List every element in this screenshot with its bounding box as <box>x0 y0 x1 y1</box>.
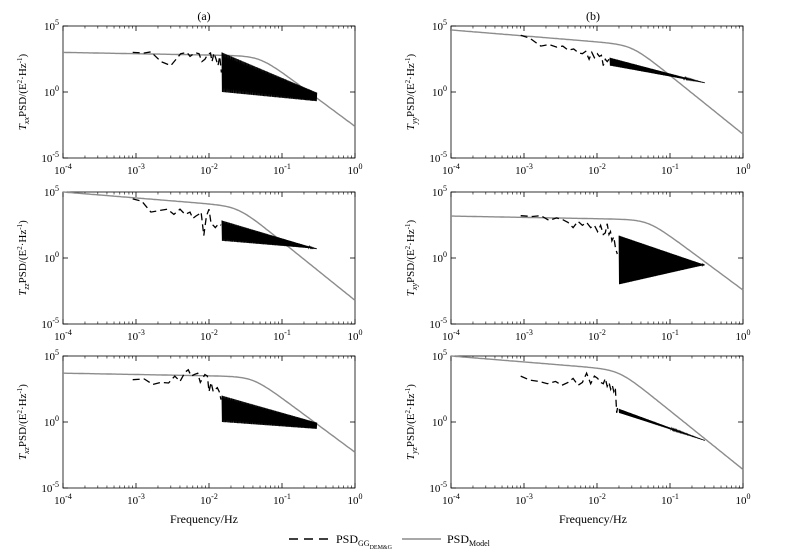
x-tick-label: 10-1 <box>661 162 679 177</box>
x-tick-label: 100 <box>736 328 751 343</box>
y-tick-label: 105 <box>432 184 447 199</box>
y-tick-label: 10-5 <box>41 316 59 331</box>
y-tick-label: 10-5 <box>429 150 447 165</box>
legend: PSDGGDEM&G PSDModel <box>289 532 491 551</box>
y-tick-label: 105 <box>44 184 59 199</box>
y-tick-label: 100 <box>432 414 447 429</box>
series-psd-gg-band <box>221 395 318 429</box>
column-label-a: (a) <box>197 9 210 23</box>
y-tick-label: 105 <box>44 18 59 33</box>
series-psd-gg-band <box>618 408 705 441</box>
x-tick-label: 10-1 <box>661 328 679 343</box>
series-psd-model <box>451 215 744 291</box>
series-psd-model <box>450 355 744 471</box>
x-tick-label: 10-3 <box>127 328 145 343</box>
x-tick-label: 10-1 <box>661 492 679 507</box>
panel-txy: 10-4 10-3 10-2 10-1 100 10-5 100 105 TxyPSD/(E2·… <box>404 184 751 343</box>
series-psd-gg-dashed <box>520 34 610 66</box>
x-tick-label: 10-2 <box>200 162 218 177</box>
x-tick-label: 10-4 <box>54 492 72 507</box>
y-axis-label: TyyPSD/(E2·Hz-1) <box>404 53 419 130</box>
x-tick-label: 100 <box>736 492 751 507</box>
y-axis-label: TyzPSD/(E2·Hz-1) <box>404 384 419 460</box>
panel-txx: 10-4 10-3 10-2 10-1 100 10-5 100 105 TxxPSD/(E2·… <box>16 18 363 177</box>
series-psd-gg-dashed <box>132 50 223 73</box>
y-axis-label: TxyPSD/(E2·Hz-1) <box>404 219 419 296</box>
y-tick-label: 100 <box>432 250 447 265</box>
legend-label-psd-model: PSDModel <box>447 532 491 548</box>
panel-txz: 10-4 10-3 10-2 10-1 100 10-5 100 105 TxzPSD/(E2·… <box>16 348 363 507</box>
x-axis-label-right: Frequency/Hz <box>559 512 627 526</box>
legend-label-psd-gg: PSDGGDEM&G <box>336 532 393 551</box>
y-tick-label: 100 <box>44 250 59 265</box>
panels: 10-4 10-3 10-2 10-1 100 10-5 100 105 TxxPSD/(E2·… <box>16 18 751 507</box>
y-tick-label: 100 <box>432 84 447 99</box>
series-psd-gg-dashed <box>132 198 222 236</box>
series-psd-model <box>450 29 744 135</box>
y-tick-label: 10-5 <box>429 316 447 331</box>
x-tick-label: 10-2 <box>588 328 606 343</box>
x-tick-label: 100 <box>348 328 363 343</box>
x-tick-label: 10-3 <box>515 328 533 343</box>
x-tick-label: 100 <box>348 492 363 507</box>
series-psd-gg-band <box>221 52 318 102</box>
x-tick-label: 10-3 <box>127 162 145 177</box>
x-tick-label: 100 <box>736 162 751 177</box>
x-tick-label: 10-2 <box>588 492 606 507</box>
y-tick-label: 105 <box>432 348 447 363</box>
x-tick-label: 10-4 <box>442 328 460 343</box>
y-tick-label: 100 <box>44 414 59 429</box>
x-tick-label: 10-1 <box>273 328 291 343</box>
y-axis-label: TzzPSD/(E2·Hz-1) <box>16 220 31 296</box>
x-tick-label: 10-3 <box>515 162 533 177</box>
panel-tyz: 10-4 10-3 10-2 10-1 100 10-5 100 105 TyzPSD/(E2·… <box>404 348 751 507</box>
x-tick-label: 10-1 <box>273 492 291 507</box>
y-tick-label: 10-5 <box>429 480 447 495</box>
y-tick-label: 105 <box>432 18 447 33</box>
series-psd-gg-band <box>618 235 705 285</box>
x-tick-label: 10-2 <box>200 328 218 343</box>
column-label-b: (b) <box>586 9 600 23</box>
x-tick-label: 10-2 <box>588 162 606 177</box>
y-tick-label: 10-5 <box>41 150 59 165</box>
x-tick-label: 10-4 <box>442 162 460 177</box>
y-axis-label: TxzPSD/(E2·Hz-1) <box>16 384 31 460</box>
x-tick-label: 10-2 <box>200 492 218 507</box>
y-axis-label: TxxPSD/(E2·Hz-1) <box>16 53 31 130</box>
x-tick-label: 10-4 <box>54 162 72 177</box>
series-psd-gg-dashed <box>520 371 619 413</box>
y-tick-label: 105 <box>44 348 59 363</box>
x-tick-label: 10-1 <box>273 162 291 177</box>
series-psd-gg-dashed <box>132 368 222 400</box>
series-psd-model <box>63 372 356 453</box>
panel-tyy: 10-4 10-3 10-2 10-1 100 10-5 100 105 TyyPSD/(E2·… <box>404 18 751 177</box>
series-psd-gg-band <box>221 220 317 250</box>
series-psd-gg-dashed <box>520 215 618 255</box>
x-tick-label: 10-4 <box>54 328 72 343</box>
x-tick-label: 10-4 <box>442 492 460 507</box>
y-tick-label: 100 <box>44 84 59 99</box>
x-tick-label: 100 <box>348 162 363 177</box>
x-axis-label-left: Frequency/Hz <box>170 512 238 526</box>
x-tick-label: 10-3 <box>515 492 533 507</box>
series-psd-model <box>62 191 356 301</box>
y-tick-label: 10-5 <box>41 480 59 495</box>
series-psd-gg-band <box>609 57 705 84</box>
panel-tzz: 10-4 10-3 10-2 10-1 100 10-5 100 105 TzzPSD/(E2·… <box>16 184 363 343</box>
x-tick-label: 10-3 <box>127 492 145 507</box>
